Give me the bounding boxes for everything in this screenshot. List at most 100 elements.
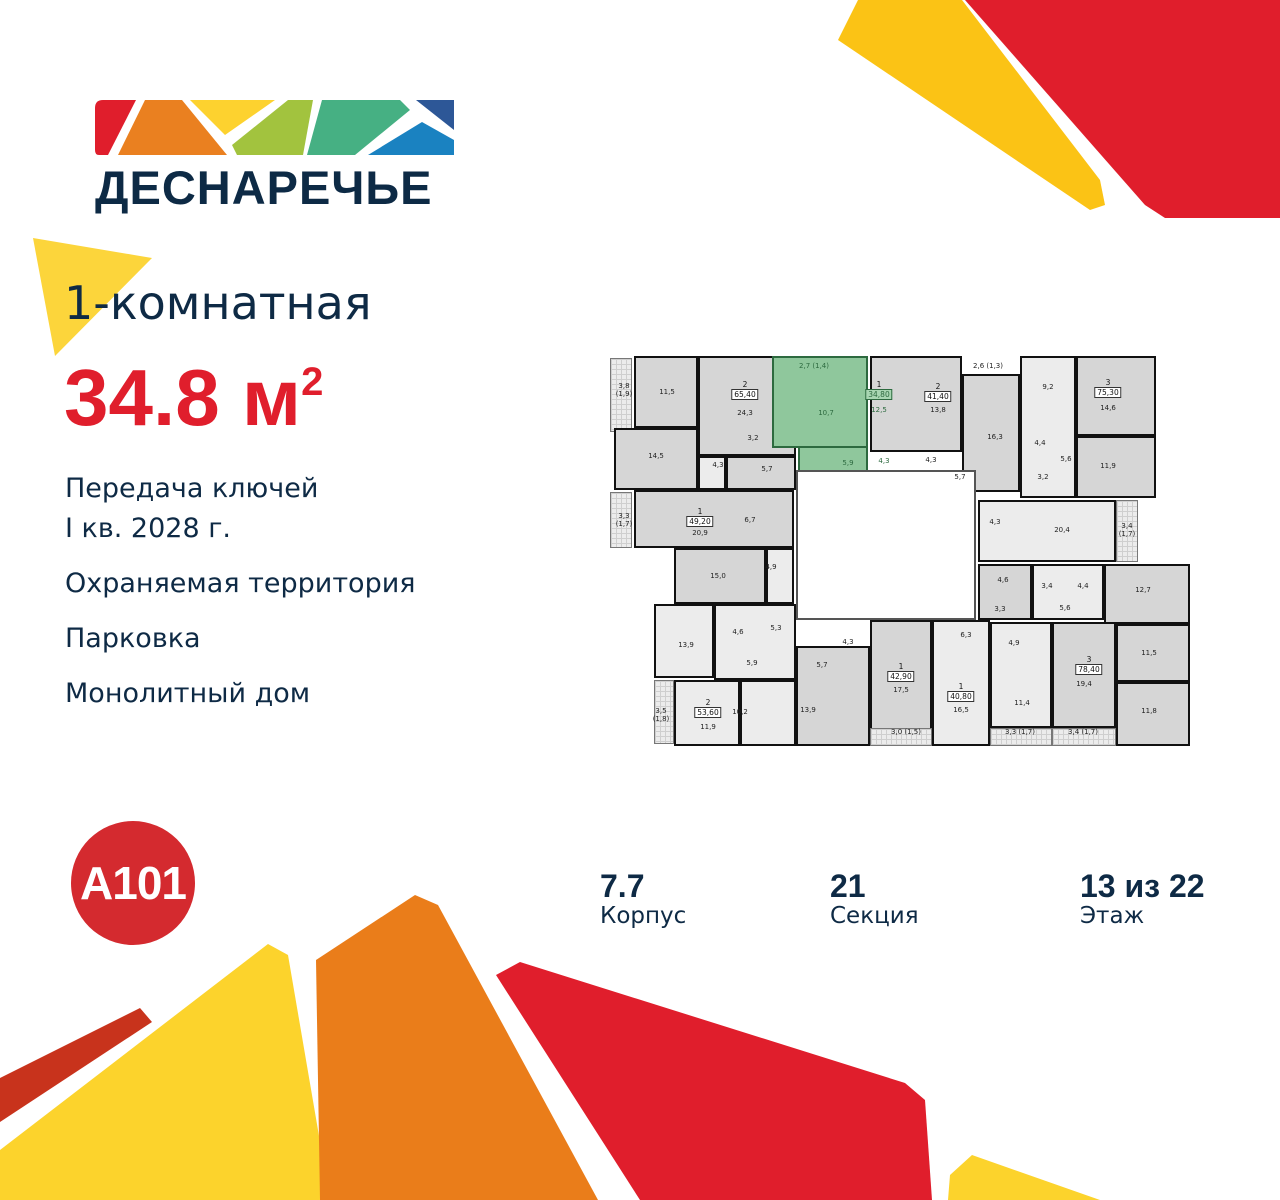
area-unit-sup: 2 bbox=[301, 360, 324, 404]
feature-monolith: Монолитный дом bbox=[65, 678, 311, 709]
hall bbox=[1032, 564, 1104, 620]
room bbox=[978, 500, 1116, 562]
room-area-label: 3,3 (1,7) bbox=[1005, 728, 1035, 736]
room-area-label: 5,7 bbox=[761, 465, 773, 473]
room bbox=[932, 620, 990, 746]
room-area-label: 15,0 bbox=[710, 572, 726, 580]
room-area-label: 4,3 bbox=[842, 638, 854, 646]
room bbox=[634, 356, 698, 428]
apartment-badge[interactable]: 2 53,60 bbox=[694, 698, 722, 718]
apartment-badge[interactable]: 2 65,40 bbox=[731, 380, 759, 400]
apartment-area: 49,20 bbox=[686, 516, 714, 527]
room bbox=[614, 428, 698, 490]
apartment-badge[interactable]: 3 78,40 bbox=[1075, 655, 1103, 675]
apartment-area: 34.8 м2 bbox=[64, 352, 323, 444]
apartment-type: 1-комнатная bbox=[64, 276, 372, 330]
yellow-shape-top bbox=[838, 0, 1105, 210]
a101-logo: A101 bbox=[71, 821, 195, 945]
red-shape-top bbox=[965, 0, 1280, 218]
room-area-label: 16,3 bbox=[987, 433, 1003, 441]
room-area-label: 3,3 bbox=[994, 605, 1006, 613]
room-area-label: 2,7 (1,4) bbox=[799, 362, 829, 370]
room bbox=[1116, 624, 1190, 682]
apartment-area: 34,80 bbox=[865, 389, 893, 400]
hall bbox=[726, 456, 796, 490]
room-area-label: 3,2 bbox=[1037, 473, 1049, 481]
room bbox=[870, 356, 962, 452]
room bbox=[654, 604, 714, 678]
room-area-label: 20,4 bbox=[1054, 526, 1070, 534]
apartment-area: 53,60 bbox=[694, 707, 722, 718]
room-area-label: 4,4 bbox=[1077, 582, 1089, 590]
room-area-label: 24,3 bbox=[737, 409, 753, 417]
logo-mark bbox=[95, 100, 454, 155]
apartment-badge[interactable]: 1 34,80 bbox=[865, 380, 893, 400]
room-area-label: 11,5 bbox=[1141, 649, 1157, 657]
floor-plan: 2 65,40 1 34,80 2 41,40 3 75,30 1 49,20 1 42,90 1 40,… bbox=[606, 350, 1194, 752]
room-area-label: 9,2 bbox=[1042, 383, 1054, 391]
room-area-label: 19,4 bbox=[1076, 680, 1092, 688]
room-area-label: 5,3 bbox=[770, 624, 782, 632]
room-area-label: 4,3 bbox=[989, 518, 1001, 526]
room-area-label: 3,4 (1,7) bbox=[1118, 522, 1136, 538]
feature-parking: Парковка bbox=[65, 623, 201, 654]
room-area-label: 4,3 bbox=[878, 457, 890, 465]
balcony bbox=[870, 728, 932, 746]
stat-value: 13 из 22 bbox=[1080, 868, 1205, 904]
apartment-rooms: 2 bbox=[705, 698, 711, 707]
apartment-area: 75,30 bbox=[1094, 387, 1122, 398]
room bbox=[1020, 356, 1076, 498]
apartment-rooms: 3 bbox=[1086, 655, 1092, 664]
room-area-label: 6,7 bbox=[744, 516, 756, 524]
room-area-label: 11,9 bbox=[700, 723, 716, 731]
feature-keys-date: I кв. 2028 г. bbox=[65, 513, 231, 544]
room bbox=[1116, 682, 1190, 746]
balcony bbox=[1052, 728, 1116, 746]
apartment-rooms: 1 bbox=[898, 662, 904, 671]
room bbox=[1076, 436, 1156, 498]
room bbox=[740, 680, 796, 746]
apartment-rooms: 3 bbox=[1105, 378, 1111, 387]
room-area-label: 4,9 bbox=[1008, 639, 1020, 647]
stat-value: 7.7 bbox=[600, 868, 645, 904]
room-area-label: 3,5 (1,8) bbox=[652, 707, 670, 723]
yellow-shape-bottom-right bbox=[948, 1155, 1100, 1200]
red-stripe-bottom bbox=[0, 1008, 152, 1122]
apartment-area: 78,40 bbox=[1075, 664, 1103, 675]
apartment-badge[interactable]: 3 75,30 bbox=[1094, 378, 1122, 398]
room-area-label: 6,3 bbox=[960, 631, 972, 639]
room-area-label: 5,9 bbox=[746, 659, 758, 667]
apartment-badge[interactable]: 1 49,20 bbox=[686, 507, 714, 527]
apartment-badge[interactable]: 1 42,90 bbox=[887, 662, 915, 682]
room-area-label: 5,9 bbox=[842, 459, 854, 467]
apartment-rooms: 2 bbox=[935, 382, 941, 391]
apartment-rooms: 1 bbox=[958, 682, 964, 691]
area-value: 34.8 м bbox=[64, 353, 302, 442]
room-area-label: 11,5 bbox=[659, 388, 675, 396]
stat-building: 7.7 Корпус bbox=[600, 868, 686, 929]
hall bbox=[714, 604, 796, 680]
room bbox=[796, 646, 870, 746]
apartment-rooms: 2 bbox=[742, 380, 748, 389]
room-area-label: 3,4 bbox=[1041, 582, 1053, 590]
room-area-label: 4,6 bbox=[732, 628, 744, 636]
logo-text: ДЕСНАРЕЧЬЕ bbox=[95, 161, 433, 214]
room-area-label: 10,2 bbox=[732, 708, 748, 716]
apartment-badge[interactable]: 2 41,40 bbox=[924, 382, 952, 402]
room-area-label: 4,3 bbox=[712, 461, 724, 469]
room-area-label: 16,5 bbox=[953, 706, 969, 714]
room-area-label: 3,0 (1,5) bbox=[891, 728, 921, 736]
room-area-label: 12,5 bbox=[871, 406, 887, 414]
stat-label: Секция bbox=[830, 903, 919, 929]
room-area-label: 17,5 bbox=[893, 686, 909, 694]
room-area-label: 5,6 bbox=[1059, 604, 1071, 612]
room-area-label: 11,8 bbox=[1141, 707, 1157, 715]
room-area-label: 4,9 bbox=[765, 563, 777, 571]
room-area-label: 4,3 bbox=[925, 456, 937, 464]
room-area-label: 2,6 (1,3) bbox=[973, 362, 1003, 370]
room-area-label: 5,6 bbox=[1060, 455, 1072, 463]
room bbox=[674, 548, 766, 604]
apartment-badge[interactable]: 1 40,80 bbox=[947, 682, 975, 702]
balcony bbox=[1116, 500, 1138, 562]
